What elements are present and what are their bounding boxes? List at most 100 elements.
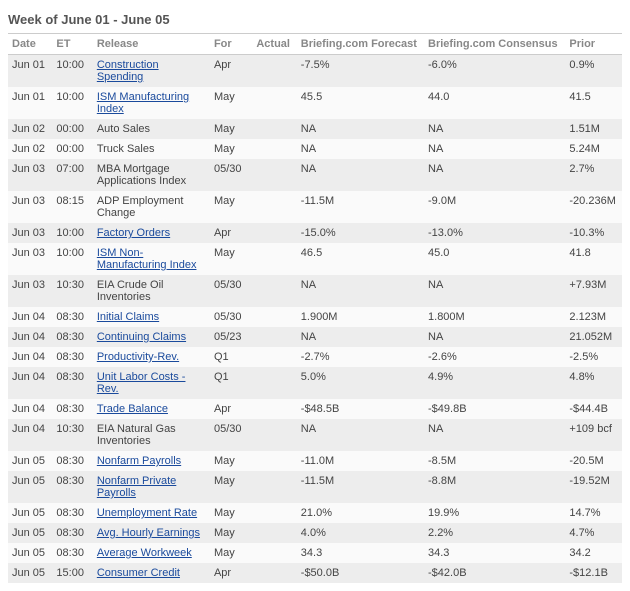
cell-date: Jun 03	[8, 159, 52, 191]
release-link[interactable]: Productivity-Rev.	[97, 351, 179, 363]
col-header-actual: Actual	[252, 34, 296, 55]
table-row: Jun 0408:30Productivity-Rev.Q1-2.7%-2.6%…	[8, 347, 622, 367]
table-row: Jun 0110:00ISM Manufacturing IndexMay45.…	[8, 87, 622, 119]
cell-release: Initial Claims	[93, 307, 210, 327]
table-row: Jun 0110:00Construction SpendingApr-7.5%…	[8, 55, 622, 88]
cell-et: 00:00	[52, 119, 92, 139]
cell-bc: -6.0%	[424, 55, 565, 88]
table-row: Jun 0200:00Truck SalesMayNANA5.24M	[8, 139, 622, 159]
cell-bc: NA	[424, 119, 565, 139]
cell-for: May	[210, 87, 252, 119]
cell-prior: -$44.4B	[565, 399, 622, 419]
release-link[interactable]: Unit Labor Costs - Rev.	[97, 371, 186, 395]
release-link[interactable]: Initial Claims	[97, 311, 159, 323]
cell-bf: 34.3	[297, 543, 424, 563]
cell-et: 08:15	[52, 191, 92, 223]
cell-bf: -2.7%	[297, 347, 424, 367]
release-link[interactable]: Avg. Hourly Earnings	[97, 527, 200, 539]
table-row: Jun 0410:30EIA Natural Gas Inventories05…	[8, 419, 622, 451]
cell-actual	[252, 243, 296, 275]
cell-et: 08:30	[52, 543, 92, 563]
cell-for: Apr	[210, 223, 252, 243]
release-link[interactable]: Unemployment Rate	[97, 507, 197, 519]
cell-actual	[252, 399, 296, 419]
cell-release: Unemployment Rate	[93, 503, 210, 523]
cell-et: 07:00	[52, 159, 92, 191]
release-link[interactable]: Nonfarm Payrolls	[97, 455, 181, 467]
cell-actual	[252, 471, 296, 503]
cell-for: May	[210, 503, 252, 523]
cell-et: 08:30	[52, 367, 92, 399]
cell-bf: -11.5M	[297, 191, 424, 223]
cell-bc: 34.3	[424, 543, 565, 563]
cell-bc: -8.5M	[424, 451, 565, 471]
release-link[interactable]: ISM Manufacturing Index	[97, 91, 189, 115]
cell-bc: -2.6%	[424, 347, 565, 367]
cell-bc: -8.8M	[424, 471, 565, 503]
col-header-for: For	[210, 34, 252, 55]
cell-for: 05/30	[210, 275, 252, 307]
cell-date: Jun 03	[8, 191, 52, 223]
cell-actual	[252, 191, 296, 223]
table-row: Jun 0200:00Auto SalesMayNANA1.51M	[8, 119, 622, 139]
cell-date: Jun 03	[8, 243, 52, 275]
cell-for: Q1	[210, 367, 252, 399]
release-link[interactable]: Construction Spending	[97, 59, 159, 83]
cell-release: ISM Non-Manufacturing Index	[93, 243, 210, 275]
release-link[interactable]: Consumer Credit	[97, 567, 180, 579]
cell-release: EIA Natural Gas Inventories	[93, 419, 210, 451]
table-row: Jun 0508:30Unemployment RateMay21.0%19.9…	[8, 503, 622, 523]
cell-release: Productivity-Rev.	[93, 347, 210, 367]
cell-prior: 2.123M	[565, 307, 622, 327]
release-link[interactable]: Average Workweek	[97, 547, 192, 559]
cell-actual	[252, 223, 296, 243]
cell-release: Avg. Hourly Earnings	[93, 523, 210, 543]
cell-release: Truck Sales	[93, 139, 210, 159]
release-link[interactable]: Continuing Claims	[97, 331, 186, 343]
cell-date: Jun 04	[8, 327, 52, 347]
table-row: Jun 0508:30Nonfarm Private Payrolls May -1…	[8, 471, 622, 503]
cell-for: Q1	[210, 347, 252, 367]
cell-date: Jun 02	[8, 119, 52, 139]
table-row: Jun 0308:15ADP Employment ChangeMay-11.5…	[8, 191, 622, 223]
table-row: Jun 0508:30Nonfarm PayrollsMay-11.0M-8.5…	[8, 451, 622, 471]
cell-et: 08:30	[52, 307, 92, 327]
cell-for: May	[210, 119, 252, 139]
table-row: Jun 0307:00MBA Mortgage Applications Ind…	[8, 159, 622, 191]
release-link[interactable]: Factory Orders	[97, 227, 170, 239]
cell-prior: 0.9%	[565, 55, 622, 88]
cell-release: Consumer Credit	[93, 563, 210, 583]
cell-release: Trade Balance	[93, 399, 210, 419]
cell-date: Jun 05	[8, 471, 52, 503]
cell-for: May	[210, 471, 252, 503]
cell-bf: 46.5	[297, 243, 424, 275]
release-link[interactable]: Trade Balance	[97, 403, 168, 415]
cell-bf: 5.0%	[297, 367, 424, 399]
cell-date: Jun 03	[8, 275, 52, 307]
cell-et: 08:30	[52, 347, 92, 367]
table-body: Jun 0110:00Construction SpendingApr-7.5%…	[8, 55, 622, 584]
cell-date: Jun 05	[8, 451, 52, 471]
cell-bf: NA	[297, 419, 424, 451]
cell-release: Unit Labor Costs - Rev.	[93, 367, 210, 399]
cell-et: 00:00	[52, 139, 92, 159]
cell-bc: NA	[424, 139, 565, 159]
cell-bf: -11.5M	[297, 471, 424, 503]
cell-release: Continuing Claims	[93, 327, 210, 347]
cell-date: Jun 02	[8, 139, 52, 159]
table-row: Jun 0310:00ISM Non-Manufacturing IndexMa…	[8, 243, 622, 275]
release-link[interactable]: ISM Non-Manufacturing Index	[97, 247, 197, 271]
cell-release: Average Workweek	[93, 543, 210, 563]
cell-prior: 2.7%	[565, 159, 622, 191]
cell-prior: -20.236M	[565, 191, 622, 223]
cell-for: May	[210, 139, 252, 159]
cell-et: 08:30	[52, 471, 92, 503]
cell-date: Jun 01	[8, 87, 52, 119]
cell-bc: NA	[424, 419, 565, 451]
col-header-bc: Briefing.com Consensus	[424, 34, 565, 55]
cell-et: 10:30	[52, 275, 92, 307]
table-row: Jun 0408:30Trade BalanceApr-$48.5B-$49.8…	[8, 399, 622, 419]
cell-bc: 19.9%	[424, 503, 565, 523]
release-link[interactable]: Nonfarm Private Payrolls	[97, 475, 176, 499]
table-header-row: Date ET Release For Actual Briefing.com …	[8, 34, 622, 55]
